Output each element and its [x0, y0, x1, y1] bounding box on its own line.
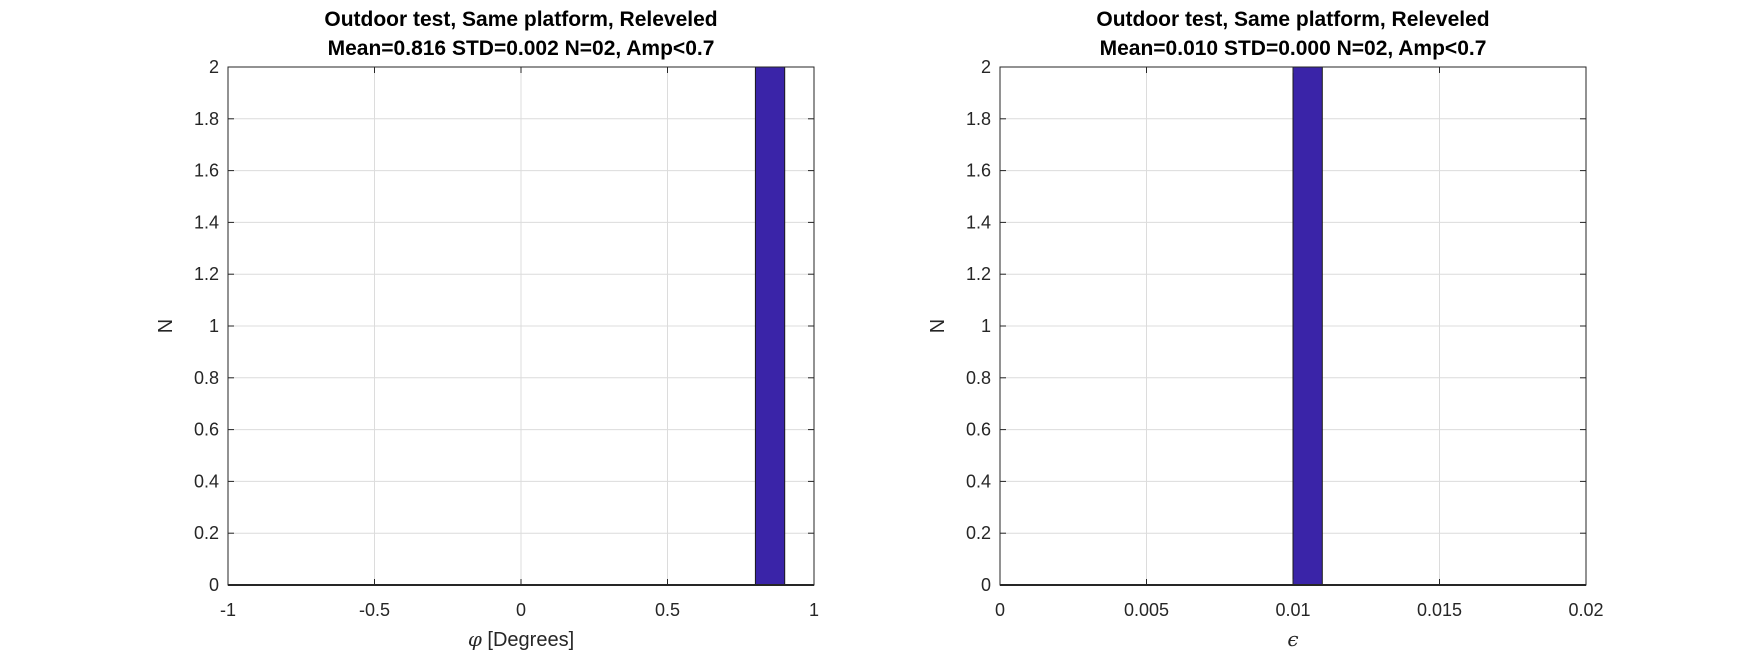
x-tick-label: 0.5 [655, 600, 680, 620]
chart-title-line-1: Outdoor test, Same platform, Releveled [1096, 8, 1489, 31]
y-tick-label: 1.6 [966, 161, 991, 181]
y-tick-label: 1.2 [966, 264, 991, 284]
chart-panel-1: -1 -0.5 0 0.5 1 0 0.2 0.4 0.6 0.8 1 1.2 1.4 1.6 1.8 2 Ou… [155, 8, 819, 651]
y-tick-label: 1.8 [194, 109, 219, 129]
y-tick-label: 0 [209, 575, 219, 595]
y-tick-label: 1 [209, 316, 219, 336]
y-tick-label: 0.6 [194, 420, 219, 440]
x-tick-label: -0.5 [359, 600, 390, 620]
y-axis-label: N [927, 319, 949, 333]
y-tick-label: 1 [981, 316, 991, 336]
x-tick-label: 0 [516, 600, 526, 620]
y-tick-label: 1.8 [966, 109, 991, 129]
y-tick-label: 1.2 [194, 264, 219, 284]
y-tick-label: 0.8 [966, 368, 991, 388]
y-tick-label: 0.2 [966, 523, 991, 543]
y-tick-label: 1.4 [194, 212, 219, 232]
chart-panel-2: 0 0.005 0.01 0.015 0.02 0 0.2 0.4 0.6 0.8 1 1.2 1.4 1… [927, 8, 1604, 651]
y-axis-label: N [155, 319, 177, 333]
histogram-bar [1292, 66, 1323, 586]
chart-title-line-2: Mean=0.816 STD=0.002 N=02, Amp<0.7 [328, 37, 715, 60]
y-tick-label: 0.2 [194, 523, 219, 543]
y-tick-label: 2 [981, 57, 991, 77]
y-tick-label: 1.6 [194, 161, 219, 181]
chart-title-line-1: Outdoor test, Same platform, Releveled [324, 8, 717, 31]
x-tick-label: 1 [809, 600, 819, 620]
y-tick-label: 0 [981, 575, 991, 595]
y-tick-label: 0.4 [194, 471, 219, 491]
x-tick-label: 0.005 [1124, 600, 1169, 620]
y-tick-label: 0.4 [966, 471, 991, 491]
y-tick-label: 0.6 [966, 420, 991, 440]
x-tick-label: -1 [220, 600, 236, 620]
chart-title-line-2: Mean=0.010 STD=0.000 N=02, Amp<0.7 [1100, 37, 1487, 60]
x-axis-unit: [Degrees] [482, 629, 574, 651]
x-tick-label: 0.01 [1275, 600, 1310, 620]
x-tick-label: 0.015 [1417, 600, 1462, 620]
x-axis-symbol: φ [468, 627, 482, 651]
x-tick-label: 0 [995, 600, 1005, 620]
y-tick-label: 2 [209, 57, 219, 77]
x-axis-label: φ [Degrees] [468, 627, 574, 651]
x-tick-label: 0.02 [1568, 600, 1603, 620]
histogram-bar [754, 66, 786, 586]
x-axis-label: ϵ [1287, 627, 1298, 651]
x-axis-symbol: ϵ [1287, 627, 1298, 651]
y-tick-label: 1.4 [966, 212, 991, 232]
y-tick-label: 0.8 [194, 368, 219, 388]
